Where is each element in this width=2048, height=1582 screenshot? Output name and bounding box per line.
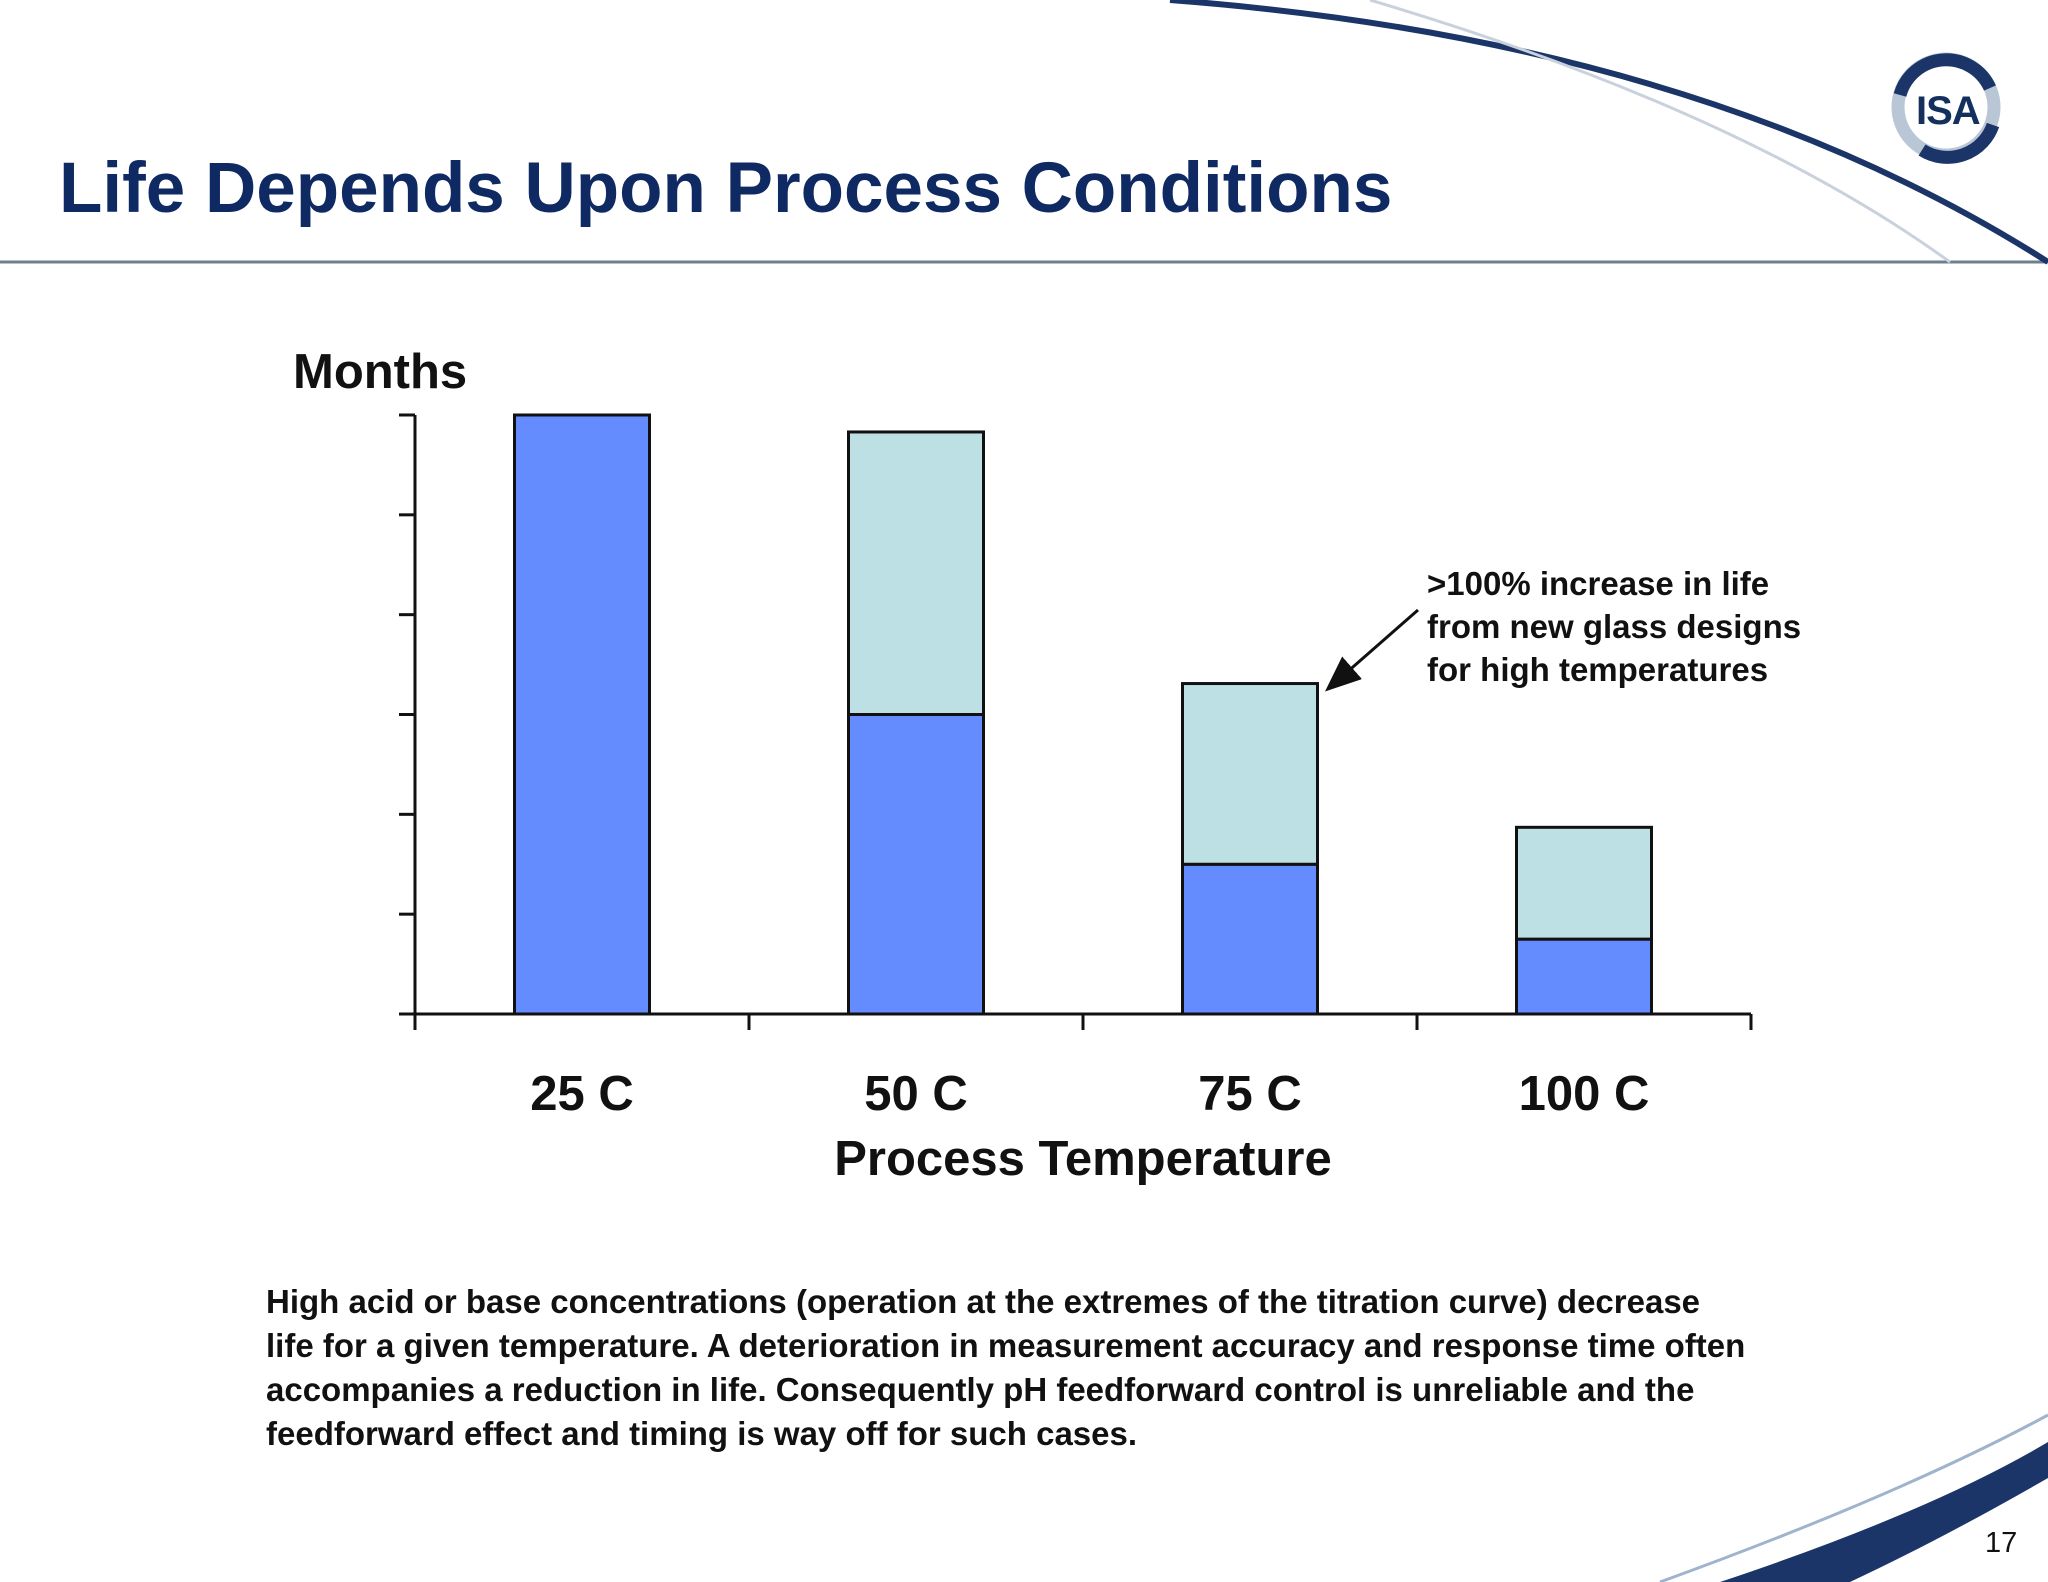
x-tick-label: 100 C [1519,1067,1650,1121]
x-tick-labels: 25 C 50 C 75 C 100 C [530,1067,1649,1121]
x-tick-label: 75 C [1198,1067,1302,1121]
bar-base-100c [1515,937,1653,1016]
footer-swoosh-light [1659,1413,2048,1582]
annotation: >100% increase in life from new glass des… [1324,565,1801,692]
bar-base-25c [513,413,651,1016]
bar-base-50c [847,713,985,1016]
x-axis-label: Process Temperature [834,1132,1332,1186]
x-tick-label: 50 C [864,1067,968,1121]
annotation-line: for high temperatures [1427,651,1768,688]
slide-title: Life Depends Upon Process Conditions [59,149,1393,228]
bars-group [513,413,1653,1016]
annotation-arrow [1324,608,1419,692]
isa-logo [1891,52,2001,164]
bar-base-75c [1181,862,1319,1016]
y-axis-label: Months [293,345,467,399]
axes-group [399,413,1753,1030]
header-swoosh-thin [1369,0,1951,264]
body-text: High acid or base concentrations (operat… [266,1283,1746,1452]
annotation-line: >100% increase in life [1427,565,1769,602]
logo-text: ISA [1916,89,1981,133]
bar-increase-50c [847,430,985,716]
header-swoosh [1169,0,2048,265]
page-number: 17 [1985,1527,2018,1559]
bar-increase-100c [1515,825,1653,941]
footer-swoosh [1720,1442,2048,1582]
x-tick-label: 25 C [530,1067,634,1121]
bar-increase-75c [1181,682,1319,866]
annotation-line: from new glass designs [1427,608,1801,645]
